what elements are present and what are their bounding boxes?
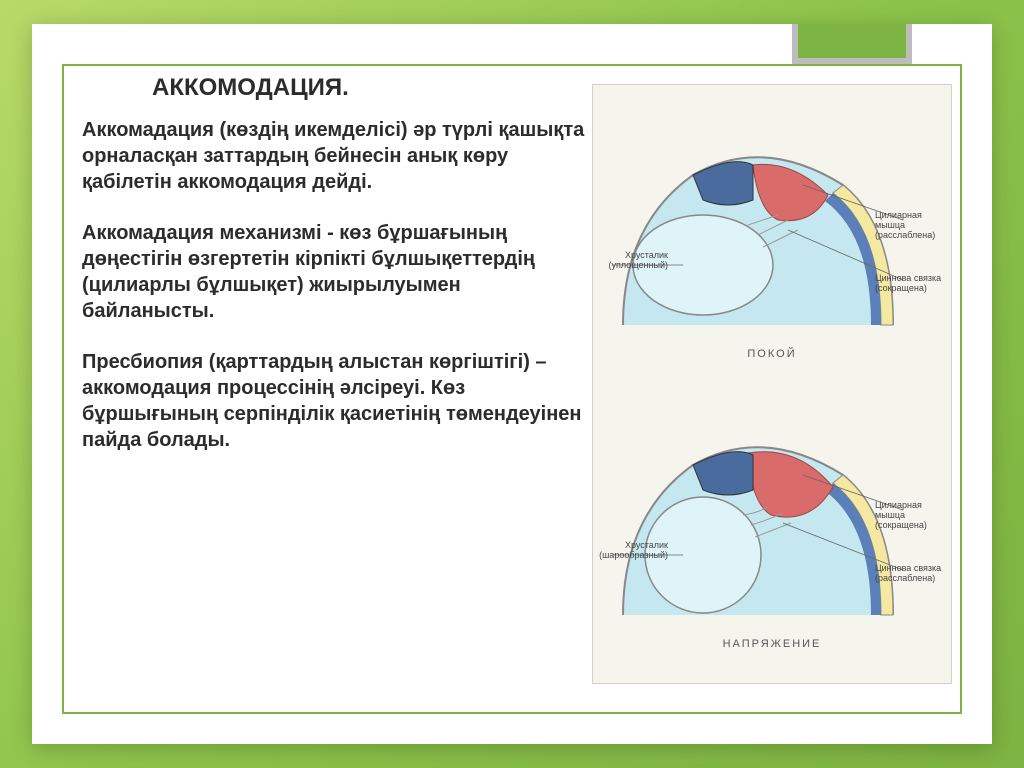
label-muscle-1: Цилиарная мышца (расслаблена) <box>875 210 951 240</box>
ligament-text-1: Циннова связка <box>875 273 941 283</box>
state-title-2: НАПРЯЖЕНИЕ <box>593 638 951 650</box>
label-ligament-1: Циннова связка (сокращена) <box>875 273 941 293</box>
eye-svg-rest <box>593 125 953 365</box>
lens-text-1: Хрусталик <box>625 250 668 260</box>
muscle-state-1: (расслаблена) <box>875 230 935 240</box>
label-muscle-2: Цилиарная мышца (сокращена) <box>875 500 951 530</box>
label-ligament-2: Циннова связка (расслаблена) <box>875 563 941 583</box>
muscle-text-1: Цилиарная мышца <box>875 210 922 230</box>
eye-diagram-rest: Хрусталик (уплощенный) Цилиарная мышца (… <box>593 125 951 370</box>
eye-diagram-tension: Хрусталик (шарообразный) Цилиарная мышца… <box>593 415 951 660</box>
diagram-background: Хрусталик (уплощенный) Цилиарная мышца (… <box>592 84 952 684</box>
lens-state-2: (шарообразный) <box>599 550 668 560</box>
state-title-1: ПОКОЙ <box>593 348 951 360</box>
text-content: АККОМОДАЦИЯ. Аккомадация (көздің икемдел… <box>82 74 592 478</box>
paragraph-1: Аккомадация (көздің икемделісі) әр түрлі… <box>82 117 592 195</box>
slide-container: АККОМОДАЦИЯ. Аккомадация (көздің икемдел… <box>32 24 992 744</box>
ligament-text-2: Циннова связка <box>875 563 941 573</box>
eye-svg-tension <box>593 415 953 655</box>
diagram-container: Хрусталик (уплощенный) Цилиарная мышца (… <box>592 84 952 684</box>
lens-state-1: (уплощенный) <box>609 260 668 270</box>
paragraph-2: Аккомадация механизмі - көз бұршағының д… <box>82 220 592 324</box>
lens-text-2: Хрусталик <box>625 540 668 550</box>
label-lens-2: Хрусталик (шарообразный) <box>598 540 668 560</box>
paragraph-3: Пресбиопия (қарттардың алыстан көргіштіг… <box>82 349 592 453</box>
muscle-text-2: Цилиарная мышца <box>875 500 922 520</box>
ligament-state-1: (сокращена) <box>875 283 927 293</box>
slide-title: АККОМОДАЦИЯ. <box>82 74 592 102</box>
muscle-state-2: (сокращена) <box>875 520 927 530</box>
accent-decoration <box>792 24 912 64</box>
label-lens-1: Хрусталик (уплощенный) <box>598 250 668 270</box>
ligament-state-2: (расслаблена) <box>875 573 935 583</box>
